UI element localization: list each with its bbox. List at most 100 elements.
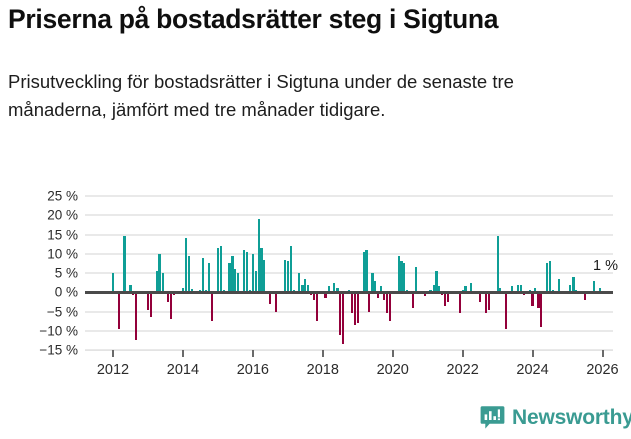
y-axis-labels: 25 % 20 % 15 % 10 % 5 % 0 % −5 % −10 % −15 % — [0, 189, 78, 358]
gridline — [85, 252, 613, 255]
x-tick-label: 2016 — [236, 362, 269, 378]
bar — [438, 286, 441, 293]
bar — [231, 255, 234, 293]
bar — [184, 238, 187, 293]
x-tick-label: 2018 — [306, 362, 339, 378]
bar — [304, 278, 307, 293]
bar — [505, 292, 508, 329]
bar — [275, 292, 278, 312]
bar — [341, 292, 345, 345]
bar — [327, 286, 330, 293]
bar — [511, 286, 514, 293]
bar — [245, 251, 248, 293]
bar — [385, 292, 388, 314]
gridline — [85, 195, 613, 197]
bar — [350, 292, 353, 314]
x-tick — [181, 350, 184, 357]
bar — [496, 236, 499, 293]
bar — [368, 292, 371, 312]
logo-wordmark: Newsworthy — [512, 406, 631, 429]
bar — [583, 292, 587, 300]
bar — [237, 273, 240, 293]
x-tick-label: 2020 — [376, 362, 409, 378]
bar — [534, 288, 537, 293]
y-tick-label: −15 % — [39, 342, 78, 358]
bar — [129, 284, 132, 293]
bar-series — [85, 196, 613, 350]
bar — [149, 292, 152, 318]
bar — [158, 253, 161, 293]
bar — [423, 292, 426, 297]
bar — [251, 253, 254, 293]
x-tick-label: 2024 — [516, 362, 549, 378]
bar — [315, 292, 318, 322]
bar — [537, 292, 540, 308]
gridline — [85, 329, 613, 332]
bar — [333, 282, 336, 293]
bar — [254, 271, 257, 293]
bar — [415, 267, 418, 293]
x-tick — [321, 350, 324, 357]
bar — [135, 292, 138, 341]
y-tick-label: −5 % — [46, 304, 78, 319]
x-tick — [111, 350, 114, 357]
bar — [598, 288, 601, 293]
bar — [216, 247, 219, 293]
bar — [123, 236, 126, 293]
bar — [306, 284, 310, 293]
gridline — [85, 214, 613, 217]
bar — [155, 271, 158, 293]
bar — [353, 292, 357, 325]
x-tick — [601, 350, 604, 357]
bar — [298, 273, 301, 293]
bar — [464, 286, 467, 293]
bar — [432, 284, 435, 293]
bar — [470, 282, 473, 293]
bar — [161, 273, 164, 293]
bar — [458, 292, 461, 314]
bar — [365, 249, 368, 293]
x-tick — [531, 350, 534, 357]
bar — [557, 278, 560, 293]
bar — [111, 273, 115, 293]
x-axis: 2012 2014 2016 2018 2020 2022 2024 2026 — [85, 350, 619, 390]
bar — [519, 284, 523, 293]
bar — [569, 284, 572, 293]
bar — [339, 292, 342, 335]
bar — [572, 276, 575, 293]
bar — [324, 292, 327, 299]
bar — [242, 249, 246, 293]
y-tick-label: 25 % — [47, 188, 78, 204]
bar — [411, 292, 415, 308]
bar — [210, 292, 214, 322]
page-title: Priserna på bostadsrätter steg i Sigtuna — [8, 4, 499, 34]
gridline — [85, 272, 613, 274]
bar — [548, 261, 552, 293]
x-tick — [461, 350, 464, 357]
bar — [540, 292, 543, 327]
bar — [592, 280, 595, 293]
x-tick-label: 2026 — [586, 362, 619, 378]
bar — [312, 292, 316, 300]
x-tick — [251, 350, 254, 357]
bar — [146, 292, 150, 310]
y-tick-label: 15 % — [47, 227, 78, 242]
y-tick-label: 20 % — [47, 207, 78, 223]
bar — [301, 284, 304, 293]
bar — [446, 292, 450, 302]
bar — [181, 288, 184, 293]
bar — [257, 219, 260, 293]
bar-chart-speech-bubble-icon — [480, 405, 505, 430]
chart-subtitle: Prisutveckling för bostadsrätter i Sigtu… — [8, 71, 514, 121]
bar — [269, 292, 272, 304]
bar — [286, 261, 289, 293]
y-tick-label: 0 % — [54, 284, 78, 300]
bar — [219, 246, 222, 293]
bar — [202, 257, 205, 293]
bar — [397, 255, 400, 293]
bar — [167, 292, 170, 302]
bar — [187, 255, 190, 293]
bar — [546, 263, 549, 293]
plot-area — [85, 195, 613, 351]
x-tick-label: 2012 — [96, 362, 130, 378]
